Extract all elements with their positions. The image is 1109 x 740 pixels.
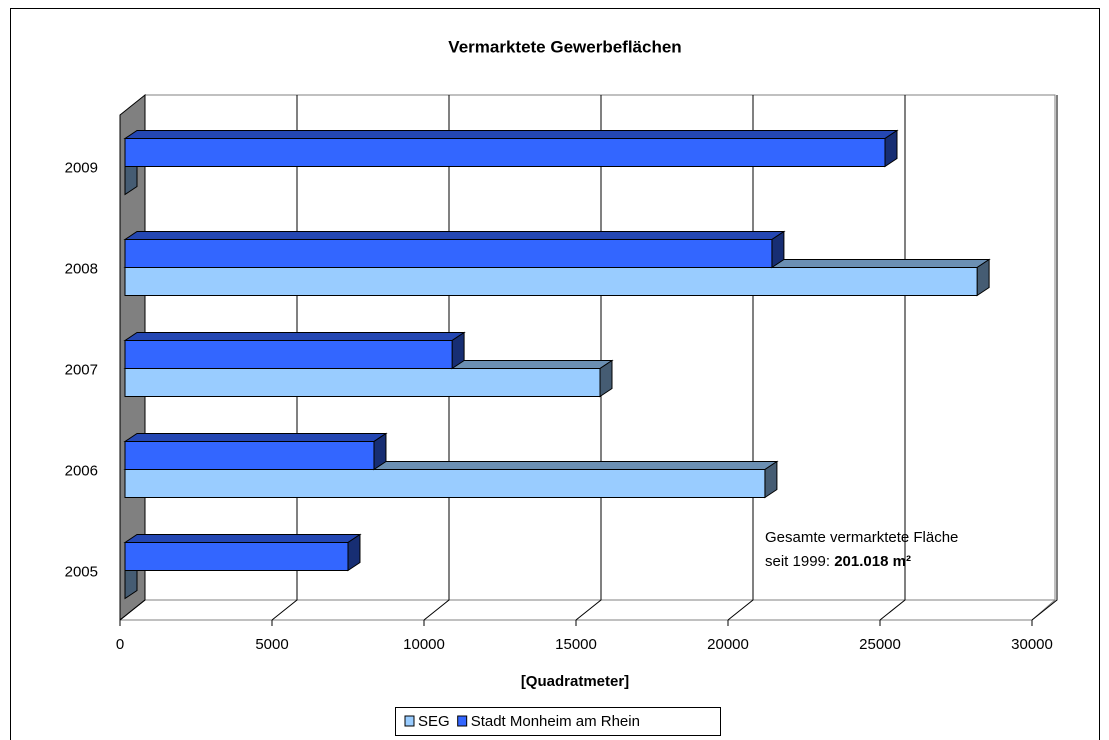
y-tick-label: 2008 bbox=[65, 260, 98, 277]
bar bbox=[123, 533, 362, 572]
annotation-total: 201.018 m² bbox=[834, 553, 911, 570]
x-tick-label: 10000 bbox=[403, 636, 445, 653]
bar-front bbox=[124, 239, 773, 268]
bar-top bbox=[123, 332, 466, 341]
bar bbox=[123, 331, 466, 370]
grid-line bbox=[1031, 95, 1058, 621]
annotation: Gesamte vermarktete Fläche bbox=[765, 529, 958, 546]
y-tick-label: 2005 bbox=[65, 563, 98, 580]
bar bbox=[123, 230, 786, 269]
bar-front bbox=[124, 542, 349, 571]
bar-top bbox=[123, 231, 786, 240]
bar-front bbox=[124, 138, 886, 167]
x-axis-title: [Quadratmeter] bbox=[521, 673, 629, 690]
annotation: seit 1999: bbox=[765, 553, 830, 570]
legend bbox=[395, 707, 721, 736]
bar bbox=[123, 432, 388, 471]
chart-title: Vermarktete Gewerbeflächen bbox=[448, 37, 681, 56]
bar bbox=[123, 129, 899, 168]
bar-front bbox=[124, 469, 766, 498]
bar-top bbox=[123, 433, 388, 442]
x-tick-label: 5000 bbox=[255, 636, 288, 653]
bar-top bbox=[123, 534, 362, 543]
annotation: seit 1999: 201.018 m² bbox=[765, 553, 911, 570]
y-tick-label: 2009 bbox=[65, 159, 98, 176]
y-tick-label: 2007 bbox=[65, 361, 98, 378]
legend-label: SEG bbox=[418, 713, 450, 730]
y-tick-label: 2006 bbox=[65, 462, 98, 479]
bar-front bbox=[124, 441, 375, 470]
x-tick-label: 30000 bbox=[1011, 636, 1053, 653]
legend-label: Stadt Monheim am Rhein bbox=[471, 713, 640, 730]
bar-front bbox=[124, 340, 453, 369]
x-tick-label: 0 bbox=[116, 636, 124, 653]
x-tick-label: 15000 bbox=[555, 636, 597, 653]
legend-swatch bbox=[457, 715, 468, 727]
legend-swatch bbox=[404, 715, 415, 727]
bar-front bbox=[124, 368, 601, 397]
x-tick-label: 20000 bbox=[707, 636, 749, 653]
bar-front bbox=[124, 267, 978, 296]
x-tick-label: 25000 bbox=[859, 636, 901, 653]
bar-top bbox=[123, 130, 899, 139]
